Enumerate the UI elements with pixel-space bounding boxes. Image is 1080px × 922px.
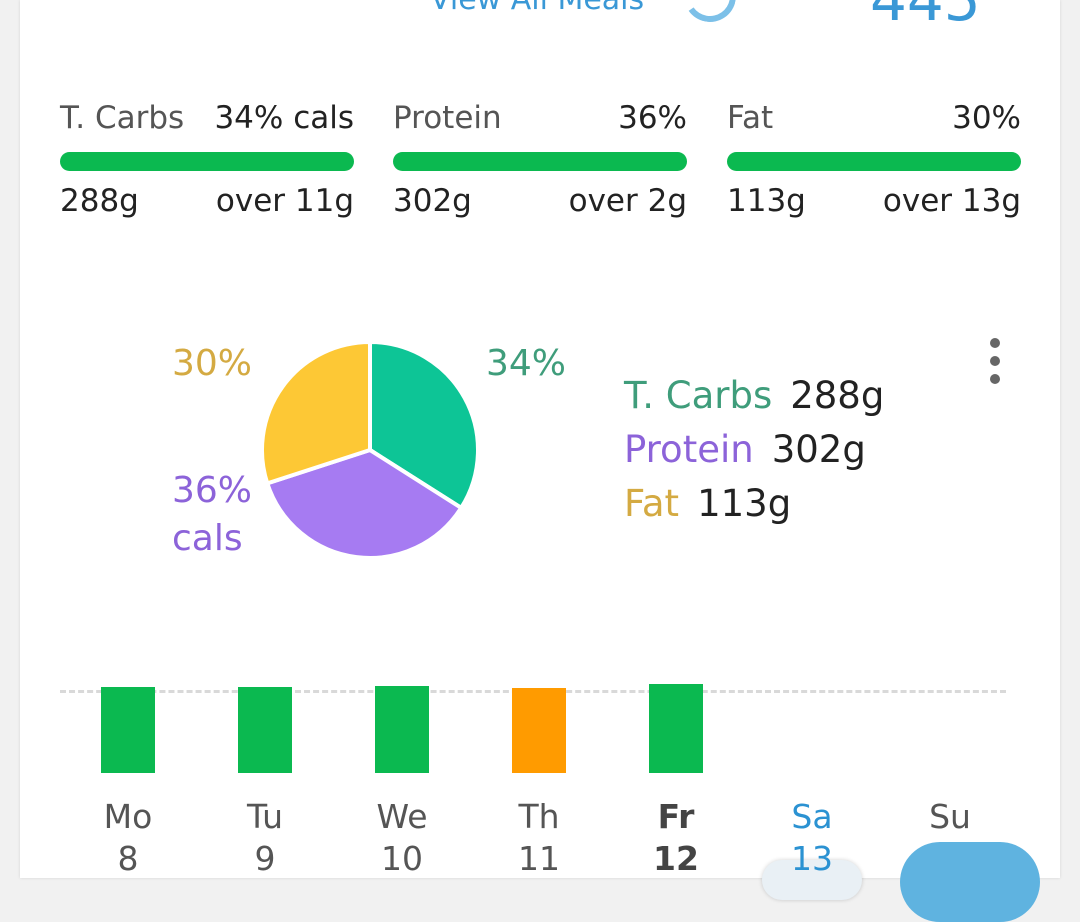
pie-label-protein: 36% cals (172, 467, 252, 563)
macro-grams: 288g (60, 183, 139, 219)
macro-percent: 30% (952, 100, 1021, 136)
pie-label-carbs: 34% (486, 343, 567, 384)
day-number: 12 (653, 839, 699, 878)
macro-name: T. Carbs (60, 100, 185, 136)
legend-value: 113g (697, 482, 792, 525)
day-abbr: Mo (103, 797, 153, 836)
macro-name: Protein (393, 100, 502, 136)
day-abbr: Fr (657, 797, 695, 836)
day-number: 13 (791, 839, 833, 878)
day-number: 10 (381, 839, 423, 878)
legend-fat: Fat 113g (624, 482, 791, 525)
macro-progress-bar (727, 152, 1021, 171)
day-abbr: Sa (791, 797, 833, 836)
macro-protein: Protein 36% 302g over 2g (393, 100, 687, 220)
macro-status: over 11g (215, 183, 354, 219)
day-bar-mo[interactable] (101, 687, 155, 773)
dot (990, 374, 1000, 384)
day-abbr: We (376, 797, 428, 836)
day-sa[interactable]: Sa 13 (762, 796, 862, 880)
macro-percent: 34% cals (214, 100, 354, 136)
day-abbr: Th (518, 797, 560, 836)
pie-label-fat: 30% (172, 343, 253, 384)
macro-status: over 13g (882, 183, 1021, 219)
day-we[interactable]: We 10 (352, 796, 452, 880)
day-fr[interactable]: Fr 12 (626, 796, 726, 880)
day-bar-we[interactable] (375, 686, 429, 773)
pie-label-protein-percent: 36% (172, 470, 253, 511)
day-number: 9 (254, 839, 276, 878)
day-su-bubble[interactable] (900, 842, 1040, 922)
day-number: 8 (117, 839, 139, 878)
macro-name: Fat (727, 100, 774, 136)
day-abbr: Su (929, 797, 971, 836)
pie-slice-fat (260, 340, 372, 486)
more-options-icon[interactable] (986, 338, 1004, 384)
day-number: 11 (518, 839, 560, 878)
macro-pie-chart (260, 340, 480, 560)
day-tu[interactable]: Tu 9 (215, 796, 315, 880)
view-all-meals-link[interactable]: View All Meals (430, 0, 644, 17)
legend-protein: Protein 302g (624, 428, 866, 471)
day-su[interactable]: Su (900, 796, 1000, 838)
dot (990, 356, 1000, 366)
legend-name: T. Carbs (624, 374, 773, 417)
legend-name: Fat (624, 482, 680, 525)
macro-fat: Fat 30% 113g over 13g (727, 100, 1021, 220)
day-bar-tu[interactable] (238, 687, 292, 773)
macro-status: over 2g (568, 183, 687, 219)
day-abbr: Tu (246, 797, 284, 836)
day-bar-th[interactable] (512, 688, 566, 773)
macro-percent: 36% (618, 100, 687, 136)
macro-progress-bar (60, 152, 354, 171)
day-th[interactable]: Th 11 (489, 796, 589, 880)
pie-slice-protein (264, 447, 464, 560)
pie-label-protein-unit: cals (172, 518, 243, 559)
legend-name: Protein (624, 428, 754, 471)
dot (990, 338, 1000, 348)
legend-value: 288g (790, 374, 885, 417)
calorie-number: 445 (870, 0, 981, 34)
legend-value: 302g (771, 428, 866, 471)
day-bar-fr[interactable] (649, 684, 703, 773)
macro-progress-bar (393, 152, 687, 171)
day-mo[interactable]: Mo 8 (78, 796, 178, 880)
macro-carbs: T. Carbs 34% cals 288g over 11g (60, 100, 354, 220)
legend-carbs: T. Carbs 288g (624, 374, 884, 417)
macro-grams: 302g (393, 183, 472, 219)
macro-grams: 113g (727, 183, 806, 219)
